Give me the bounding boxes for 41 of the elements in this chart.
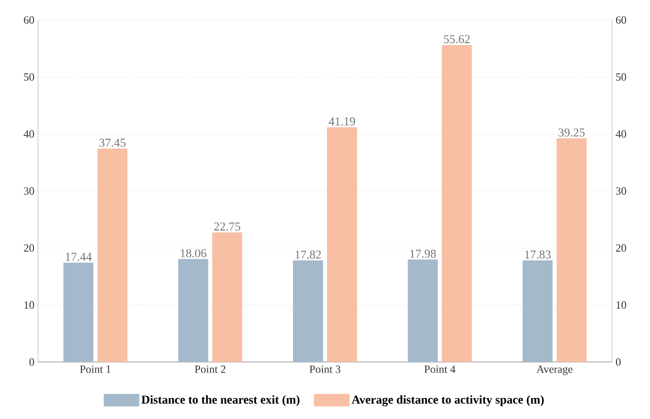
y2-tick-label: 60 [616, 16, 626, 24]
y2-tick-label: 10 [616, 301, 626, 309]
bar [408, 260, 438, 362]
data-label: 18.06 [180, 249, 206, 258]
y2-tick-label: 20 [616, 244, 626, 252]
y-tick-label: 20 [24, 244, 34, 252]
x-tick-label: Point 3 [310, 366, 340, 373]
bar [178, 259, 208, 362]
bar [522, 260, 553, 362]
bar [556, 138, 587, 362]
bar [293, 260, 324, 362]
y2-tick-label: 30 [616, 187, 626, 195]
data-label: 17.83 [525, 250, 551, 259]
y-tick-label: 40 [24, 130, 34, 138]
data-label: 39.25 [558, 128, 585, 137]
y-tick-label: 50 [24, 73, 34, 81]
data-label: 55.62 [444, 35, 470, 44]
data-label: 37.45 [99, 138, 126, 147]
x-tick-label: Average [536, 366, 572, 376]
y-tick-label: 60 [24, 16, 34, 24]
data-label: 41.19 [328, 117, 356, 126]
data-label: 17.44 [66, 252, 92, 261]
bar [327, 127, 357, 362]
bar [442, 44, 472, 362]
y-tick-label: 10 [24, 301, 34, 309]
x-tick-label: Point 1 [80, 366, 110, 373]
y2-tick-label: 0 [616, 358, 621, 366]
x-tick-label: Point 2 [194, 366, 226, 373]
data-label: 22.75 [214, 222, 240, 231]
bar [212, 232, 242, 362]
y2-tick-label: 40 [616, 130, 626, 138]
data-label: 17.82 [296, 250, 321, 259]
data-label: 17.98 [410, 250, 436, 258]
bar [63, 262, 94, 362]
y-tick-label: 0 [29, 358, 34, 366]
legend-label: Average distance to activity space (m) [352, 395, 544, 406]
bar [97, 148, 128, 362]
legend-label: Distance to the nearest exit (m) [141, 395, 300, 406]
x-tick-label: Point 4 [424, 366, 456, 373]
y-tick-label: 30 [24, 187, 34, 195]
y2-tick-label: 50 [616, 73, 626, 81]
